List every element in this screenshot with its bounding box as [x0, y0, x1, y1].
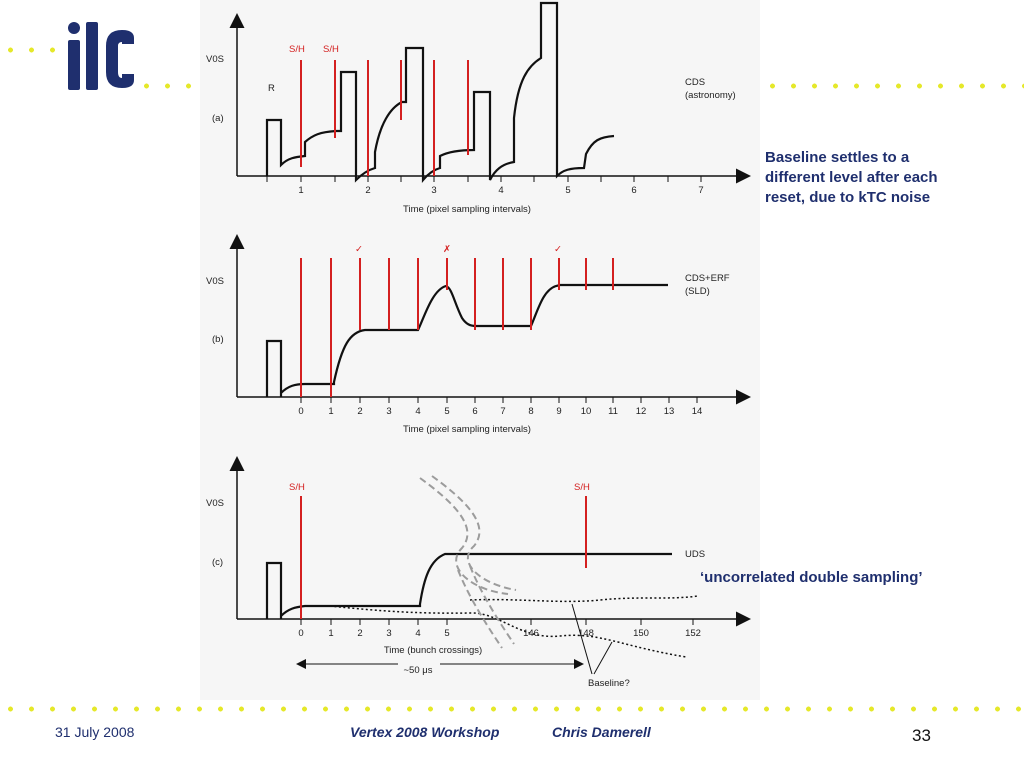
panel-b-xtick: 14 [692, 406, 703, 417]
panel-b-xtick: 3 [386, 406, 391, 417]
panel-b-xlabel: Time (pixel sampling intervals) [403, 424, 531, 435]
footer-workshop: Vertex 2008 Workshop [350, 724, 500, 740]
baseline-note-line: Baseline settles to a [765, 149, 910, 166]
panel-a-xtick: 7 [698, 185, 703, 196]
panel-a-xlabel: Time (pixel sampling intervals) [403, 204, 531, 215]
ilc-logo [68, 22, 134, 90]
panel-b-xtick: 9 [556, 406, 561, 417]
panel-c-xlabel: Time (bunch crossings) [384, 645, 482, 656]
panel-a: V0S (a) R S/H S/H CDS (astronomy) 1 2 3 … [206, 1, 751, 215]
panel-a-xtick: 4 [498, 185, 503, 196]
panel-c-tag: (c) [212, 557, 223, 568]
page-number: 33 [912, 726, 931, 745]
panel-c: V0S (c) S/H S/H UDS 0 1 2 3 4 5 146 148 … [206, 456, 751, 689]
uds-note: ‘uncorrelated double sampling’ [700, 569, 923, 586]
panel-b-xtick: 1 [328, 406, 333, 417]
baseline-note: Baseline settles to a different level af… [765, 148, 1005, 208]
panel-b-tag: (b) [212, 334, 224, 345]
top-left-dot-row-2 [136, 83, 200, 89]
panel-b-xtick: 11 [608, 406, 618, 417]
footer-author: Chris Damerell [552, 724, 651, 740]
footer-date: 31 July 2008 [55, 724, 135, 740]
panel-c-baseline-pointer [593, 641, 613, 675]
panel-a-subtitle: (astronomy) [685, 90, 736, 101]
panel-a-xtick: 5 [565, 185, 570, 196]
panel-b: ✓ ✗ ✓ V0S (b) CDS+ERF (SLD) 0 1 2 3 4 5 … [206, 234, 751, 435]
panel-b-subtitle: (SLD) [685, 286, 710, 297]
panel-b-xtick: 0 [298, 406, 303, 417]
panel-b-xtick: 10 [581, 406, 592, 417]
top-left-dot-row [0, 47, 100, 53]
panel-b-xtick: 7 [500, 406, 505, 417]
panel-c-baseline-label: Baseline? [588, 678, 630, 689]
panel-c-baseline-pointer [571, 603, 593, 675]
panel-c-xtick: 5 [444, 628, 449, 639]
panel-c-baseline-lower [329, 605, 687, 658]
panel-b-xtick: 8 [528, 406, 533, 417]
panel-c-baseline-upper [469, 595, 699, 603]
panel-c-xtick: 3 [386, 628, 391, 639]
panel-a-xtick: 2 [365, 185, 370, 196]
panel-c-xtick: 0 [298, 628, 303, 639]
panel-b-xtick: 4 [415, 406, 420, 417]
panel-c-axis-break [419, 475, 517, 649]
panel-a-signal [265, 1, 615, 184]
panel-b-check-mark: ✓ [355, 244, 363, 255]
panel-a-xtick: 6 [631, 185, 636, 196]
panel-a-title: CDS [685, 77, 705, 88]
panel-c-xtick: 148 [578, 628, 594, 639]
panel-c-xtick: 152 [685, 628, 701, 639]
bottom-dot-row [0, 706, 1024, 712]
panel-c-sh-label: S/H [289, 482, 305, 493]
panel-c-ylabel: V0S [206, 498, 224, 509]
baseline-note-line: reset, due to kTC noise [765, 189, 931, 206]
panel-b-title: CDS+ERF [685, 273, 730, 284]
panel-c-xtick: 2 [357, 628, 362, 639]
panel-a-sh-label: S/H [323, 44, 339, 55]
panel-a-sh-label: S/H [289, 44, 305, 55]
panel-a-reset-label: R [268, 83, 275, 94]
panel-a-ylabel: V0S [206, 54, 224, 65]
panel-b-xtick: 13 [664, 406, 675, 417]
panel-b-xtick: 12 [636, 406, 647, 417]
panel-c-signal [265, 552, 672, 619]
panel-b-signal [265, 283, 668, 397]
panel-a-xtick: 1 [298, 185, 303, 196]
baseline-note-line: different level after each [765, 169, 938, 186]
panel-c-title: UDS [685, 549, 705, 560]
panel-c-span-label: ~50 μs [404, 665, 433, 676]
panel-b-sample-markers [300, 258, 614, 397]
top-right-dot-row [762, 83, 1024, 89]
panel-c-sample-markers [300, 496, 587, 619]
panel-b-xtick: 6 [472, 406, 477, 417]
panel-b-xtick: 2 [357, 406, 362, 417]
panel-a-xtick: 3 [431, 185, 436, 196]
panel-c-xtick: 1 [328, 628, 333, 639]
panel-b-xtick: 5 [444, 406, 449, 417]
timing-diagram-figure: V0S (a) R S/H S/H CDS (astronomy) 1 2 3 … [200, 0, 760, 700]
panel-c-sh-label: S/H [574, 482, 590, 493]
panel-c-xtick: 4 [415, 628, 420, 639]
panel-b-cross-mark: ✗ [443, 244, 451, 255]
panel-c-xtick: 146 [523, 628, 539, 639]
panel-b-ylabel: V0S [206, 276, 224, 287]
panel-c-xtick: 150 [633, 628, 649, 639]
panel-b-check-mark: ✓ [554, 244, 562, 255]
panel-a-tag: (a) [212, 113, 224, 124]
timing-diagram: V0S (a) R S/H S/H CDS (astronomy) 1 2 3 … [206, 1, 751, 689]
panel-a-sample-markers [300, 60, 469, 176]
